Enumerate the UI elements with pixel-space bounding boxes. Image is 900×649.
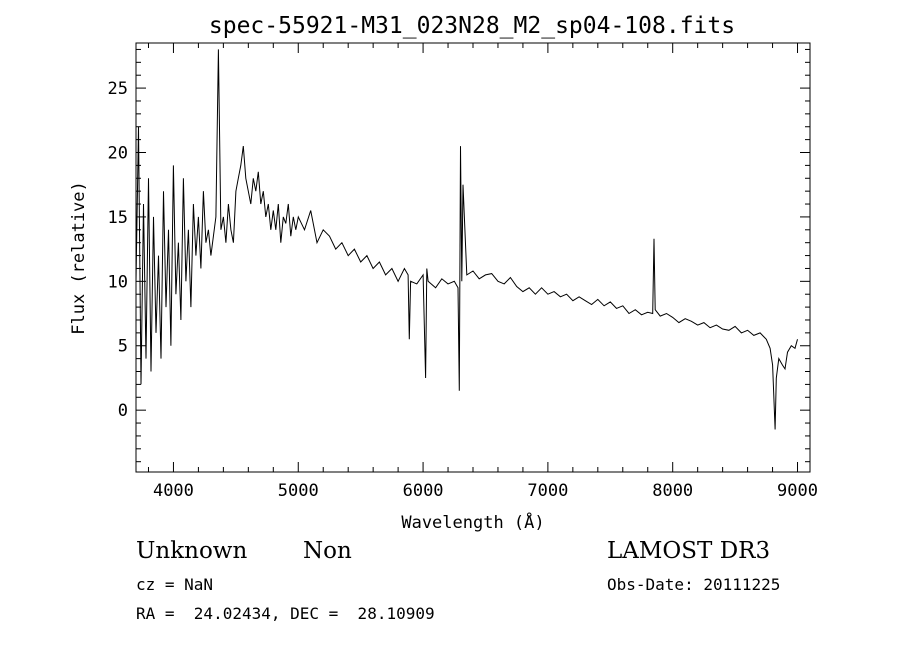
y-axis-label: Flux (relative)	[69, 181, 89, 335]
x-tick-label: 6000	[403, 481, 444, 501]
y-tick-label: 10	[108, 272, 128, 292]
obs-date: Obs-Date: 20111225	[607, 575, 781, 594]
flux-series-line	[135, 49, 798, 430]
redshift-value: cz = NaN	[136, 575, 214, 594]
tick-labels: 4000 5000 6000 7000 8000 9000 0 5 10 15 20 25	[108, 79, 818, 501]
chart-title: spec-55921-M31_023N28_M2_sp04-108.fits	[209, 13, 735, 39]
survey-label: LAMOST DR3	[607, 538, 771, 564]
object-subclass: Non	[303, 538, 352, 564]
y-tick-label: 15	[108, 208, 128, 228]
axis-ticks	[136, 43, 810, 472]
y-tick-label: 25	[108, 79, 128, 99]
y-tick-label: 0	[118, 401, 128, 421]
x-axis-label: Wavelength (Å)	[401, 511, 544, 533]
x-tick-label: 5000	[278, 481, 319, 501]
x-tick-label: 4000	[153, 481, 194, 501]
coordinates: RA = 24.02434, DEC = 28.10909	[136, 604, 435, 623]
x-tick-label: 8000	[652, 481, 693, 501]
x-tick-label: 7000	[527, 481, 568, 501]
plot-frame	[135, 42, 811, 473]
object-class: Unknown	[136, 538, 248, 564]
y-tick-label: 5	[118, 337, 128, 357]
y-tick-label: 20	[108, 144, 128, 164]
x-tick-label: 9000	[777, 481, 818, 501]
